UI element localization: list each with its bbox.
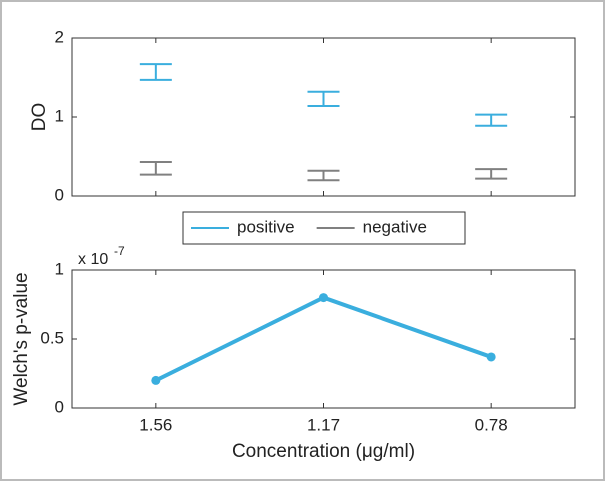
y-tick-label: 0 xyxy=(55,397,64,416)
legend-label: positive xyxy=(237,217,295,236)
x-tick-label: 1.56 xyxy=(139,415,172,434)
y-tick-label: 1 xyxy=(55,106,64,125)
error-bar xyxy=(475,113,508,127)
point xyxy=(486,352,496,362)
x-tick-label: 0.78 xyxy=(475,415,508,434)
error-bar xyxy=(139,63,172,81)
point xyxy=(319,293,328,303)
axes-box xyxy=(71,269,576,409)
error-bar xyxy=(475,168,508,180)
y-multiplier: x 10 xyxy=(78,251,108,268)
error-bar xyxy=(307,90,340,107)
x-tick-label: 1.17 xyxy=(307,415,340,434)
x-axis-label: Concentration (μg/ml) xyxy=(232,441,415,462)
point xyxy=(151,375,161,385)
y-multiplier-exponent: -7 xyxy=(114,244,125,258)
y-axis-label: DO xyxy=(29,103,50,132)
y-tick-label: 0.5 xyxy=(40,328,64,347)
y-tick-label: 0 xyxy=(55,185,64,204)
legend-label: negative xyxy=(363,217,427,236)
y-tick-label: 1 xyxy=(55,259,64,278)
error-bar xyxy=(307,169,340,182)
y-axis-label: Welch's p-value xyxy=(11,272,32,405)
y-tick-label: 2 xyxy=(55,27,64,46)
error-bar xyxy=(139,161,172,176)
